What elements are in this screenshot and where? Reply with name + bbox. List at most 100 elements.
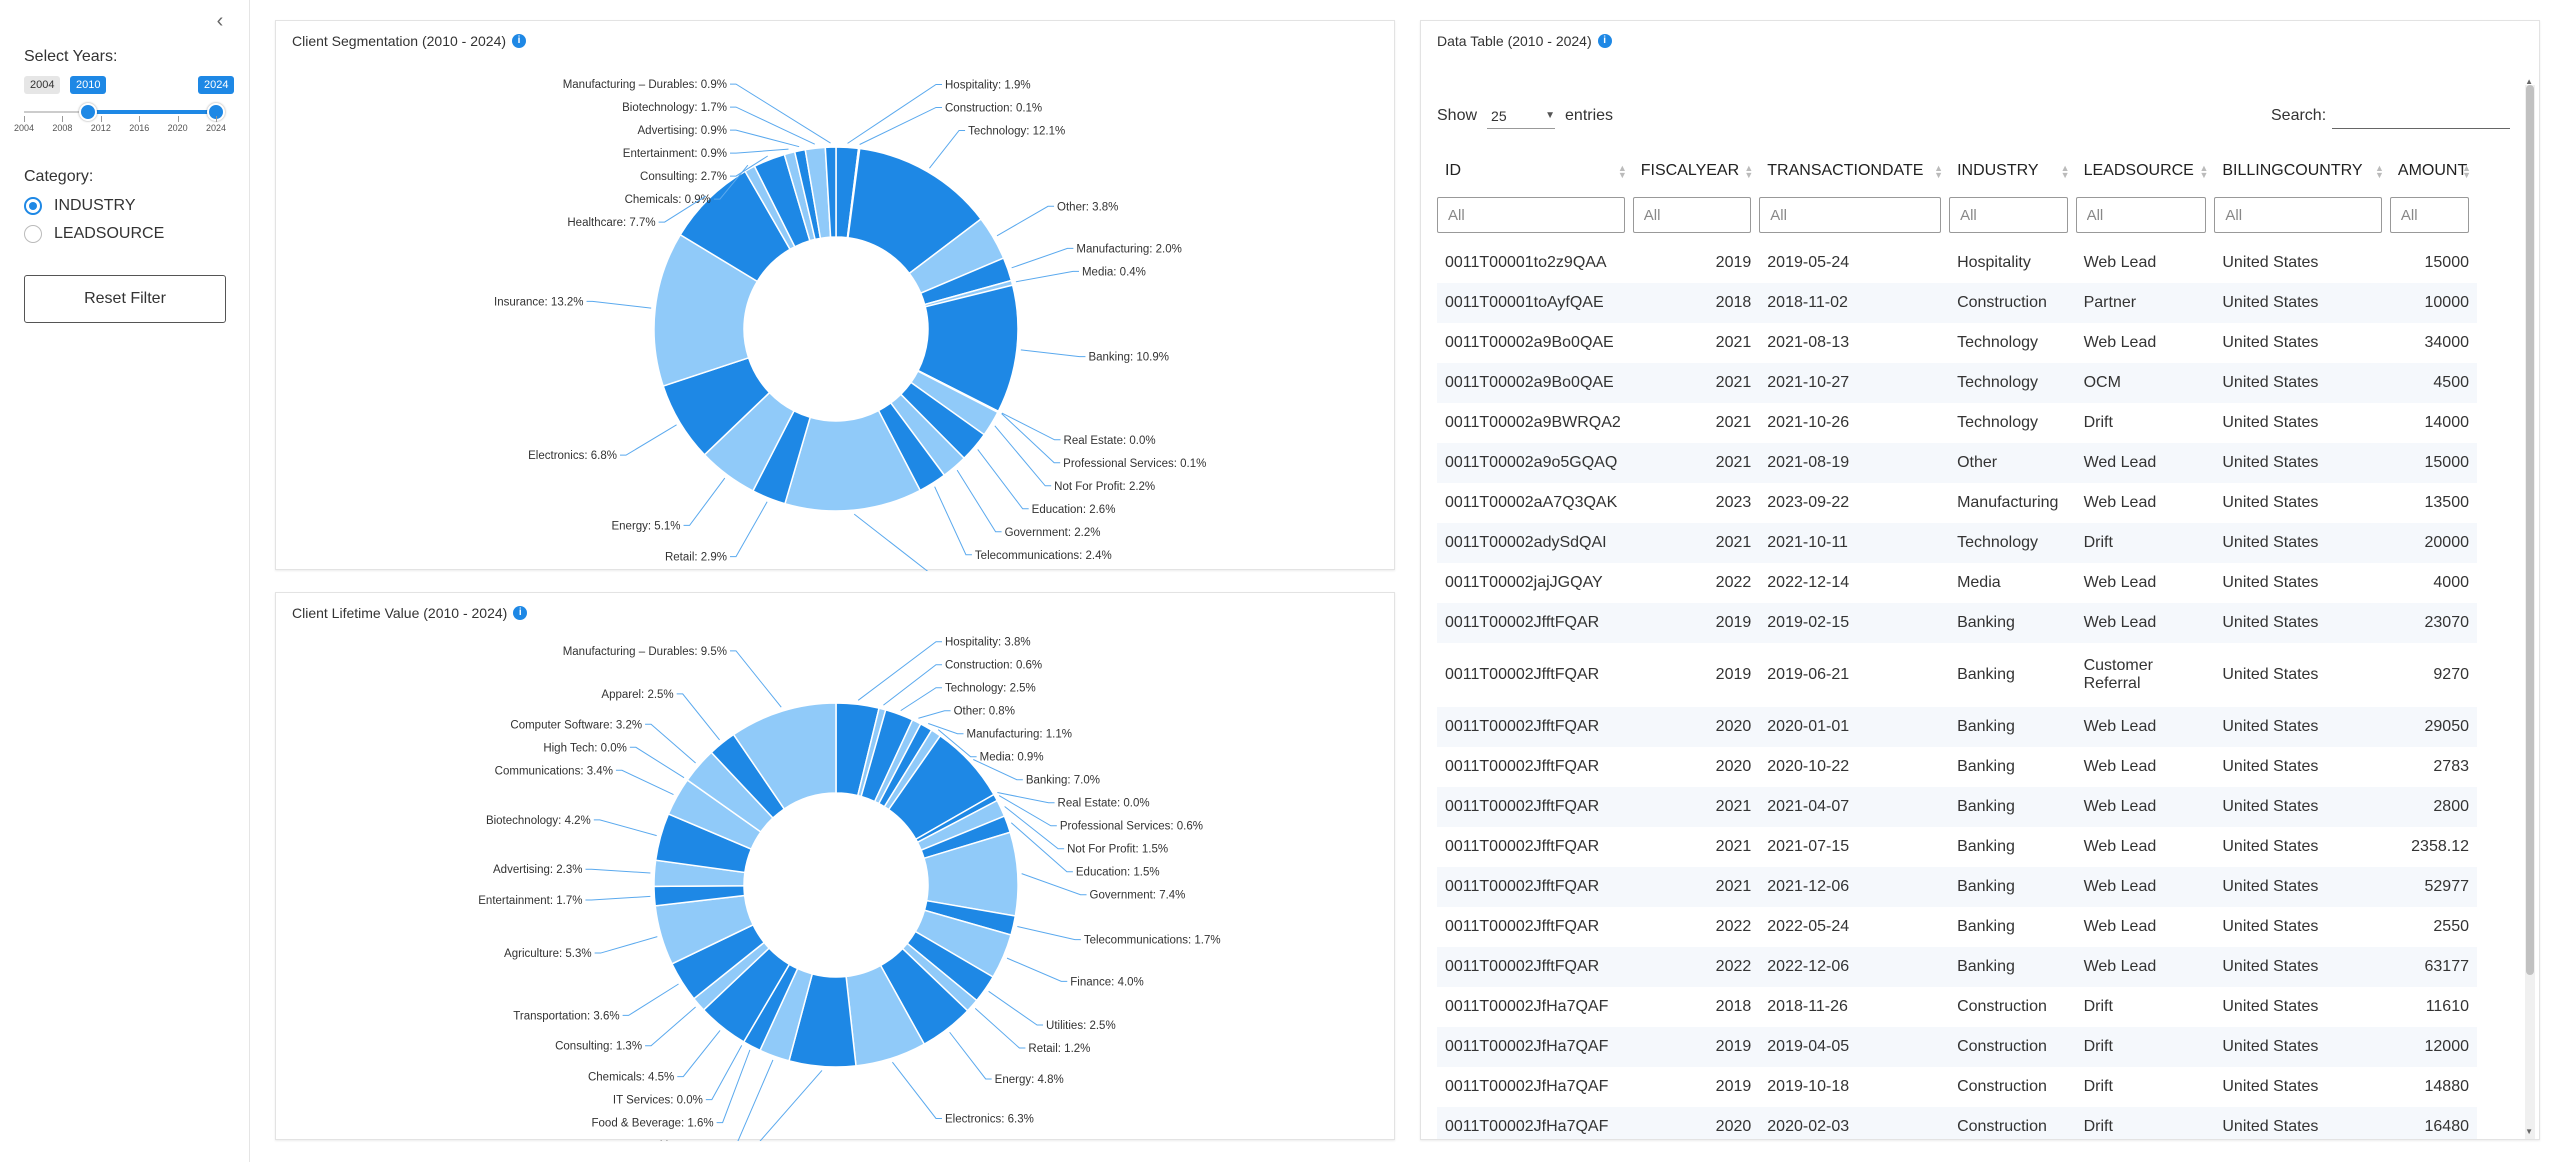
table-row[interactable]: 0011T00002JfftFQAR 2020 2020-10-22 Banking W… [1437, 747, 2477, 787]
slice-label: Finance: 4.0% [1070, 976, 1144, 988]
entries-select-value: 25 [1491, 107, 1507, 124]
slider-tick-label: 2024 [206, 123, 227, 133]
slice-label: Media: 0.4% [1082, 266, 1146, 278]
table-row[interactable]: 0011T00002JfftFQAR 2021 2021-04-07 Banking W… [1437, 787, 2477, 827]
donut-slice-manufacturing-durables[interactable] [824, 146, 837, 238]
table-scrollbar[interactable] [2525, 85, 2535, 1139]
table-cell-transactiondate: 2019-04-05 [1759, 1027, 1950, 1067]
data-table-title: Data Table (2010 - 2024) i [1437, 33, 1612, 49]
table-cell-fiscalyear: 2021 [1632, 443, 1760, 483]
column-header-label: FISCALYEAR [1640, 162, 1740, 179]
label-leader-line [857, 641, 942, 701]
reset-filter-button[interactable]: Reset Filter [24, 275, 226, 323]
column-filter-leadsource[interactable] [2075, 197, 2207, 233]
table-row[interactable]: 0011T00002JfHa7QAF 2019 2019-10-18 Construc… [1437, 1067, 2477, 1107]
table-cell-leadsource: Web Lead [2083, 574, 2157, 591]
column-filter-transactiondate[interactable] [1759, 197, 1942, 233]
slice-label: Real Estate: 0.0% [1058, 798, 1150, 810]
sort-icon[interactable]: ▲ ▼ [2374, 163, 2384, 180]
table-cell-transactiondate: 2022-12-06 [1759, 947, 1950, 987]
column-filter-fiscalyear[interactable] [1632, 197, 1752, 233]
column-header-transactiondate[interactable]: TRANSACTIONDATE ▲ ▼ [1759, 151, 1949, 191]
table-cell-leadsource: Drift [2075, 1107, 2215, 1139]
search-input[interactable] [2332, 103, 2511, 129]
column-filter-amount[interactable] [2389, 197, 2469, 233]
table-row[interactable]: 0011T00002JfHa7QAF 2020 2020-02-03 Construc… [1437, 1107, 2477, 1139]
table-row[interactable]: 0011T00002a9BWRQA2 2021 2021-10-26 Technolo… [1437, 403, 2477, 443]
scroll-down-icon[interactable]: ▼ [2525, 1127, 2533, 1136]
table-cell-billingcountry: United States [2214, 1107, 2390, 1139]
slice-label: Computer Software: 3.2% [510, 719, 642, 731]
table-cell-leadsource: Web Lead [2075, 867, 2215, 907]
donut-slice-manufacturing-durables[interactable] [732, 702, 837, 810]
column-header-amount[interactable]: AMOUNT ▲ ▼ [2390, 151, 2477, 191]
table-row[interactable]: 0011T00001toAyfQAE 2018 2018-11-02 Construc… [1437, 283, 2477, 323]
radio-checked-icon[interactable] [24, 197, 42, 215]
collapse-sidebar-icon[interactable]: ‹ [216, 10, 224, 32]
table-row[interactable]: 0011T00002a9Bo0QAE 2021 2021-10-27 Technolo… [1437, 363, 2477, 403]
column-header-leadsource[interactable]: LEADSOURCE ▲ ▼ [2076, 151, 2215, 191]
entries-select[interactable]: 25 ▼ [1487, 103, 1556, 129]
table-cell-transactiondate: 2021-08-19 [1759, 443, 1950, 483]
sort-icon[interactable]: ▲ ▼ [1934, 163, 1944, 180]
slice-label: Energy: 4.8% [995, 1074, 1064, 1086]
year-range-slider[interactable]: 2004 2010 2024 2004 2008 2012 2016 2020 2024 [14, 76, 235, 136]
column-header-industry[interactable]: INDUSTRY ▲ ▼ [1949, 151, 2076, 191]
table-cell-amount: 14000 [2424, 414, 2470, 431]
table-row[interactable]: 0011T00001to2z9QAA 2019 2019-05-24 Hospital… [1437, 243, 2477, 283]
column-filter-industry[interactable] [1949, 197, 2068, 233]
table-row[interactable]: 0011T00002JfftFQAR 2020 2020-01-01 Banking W… [1437, 707, 2477, 747]
table-row[interactable]: 0011T00002JfftFQAR 2019 2019-02-15 Banking W… [1437, 603, 2477, 643]
table-cell-leadsource: Customer Referral [2083, 657, 2153, 692]
label-leader-line [705, 1045, 743, 1101]
column-header-fiscalyear[interactable]: FISCALYEAR ▲ ▼ [1633, 151, 1760, 191]
label-leader-line [1021, 873, 1087, 896]
slice-label: Healthcare: 7.7% [567, 217, 655, 229]
radio-unchecked-icon[interactable] [24, 225, 42, 243]
slice-label: Technology: 12.1% [968, 125, 1065, 137]
slider-tick [177, 116, 179, 122]
radio-leadsource[interactable]: LEADSOURCE [24, 225, 164, 243]
info-icon[interactable]: i [512, 34, 527, 48]
sort-icon[interactable]: ▲ ▼ [2060, 163, 2070, 180]
label-leader-line [859, 106, 942, 145]
column-header-id[interactable]: ID ▲ ▼ [1437, 151, 1633, 191]
table-cell-id: 0011T00002JfftFQAR [1437, 603, 1633, 643]
radio-industry[interactable]: INDUSTRY [24, 197, 136, 215]
table-cell-leadsource: Drift [2075, 523, 2215, 563]
table-row[interactable]: 0011T00002JfftFQAR 2021 2021-12-06 Banking W… [1437, 867, 2477, 907]
slider-from-handle[interactable] [79, 103, 97, 121]
table-row[interactable]: 0011T00002JfftFQAR 2019 2019-06-21 Banking C… [1437, 643, 2477, 707]
label-leader-line [622, 983, 679, 1016]
table-row[interactable]: 0011T00002adySdQAI 2021 2021-10-11 Technolo… [1437, 523, 2477, 563]
info-icon[interactable]: i [513, 606, 528, 620]
slice-label: Real Estate: 0.0% [1064, 435, 1156, 447]
slice-label: Other: 3.8% [1057, 201, 1118, 213]
scroll-up-icon[interactable]: ▲ [2525, 77, 2533, 86]
table-cell-industry: Construction [1957, 998, 2047, 1015]
table-row[interactable]: 0011T00002JfHa7QAF 2018 2018-11-26 Construc… [1437, 987, 2477, 1027]
scrollbar-thumb[interactable] [2526, 85, 2534, 975]
table-row[interactable]: 0011T00002a9Bo0QAE 2021 2021-08-13 Technolo… [1437, 323, 2477, 363]
table-row[interactable]: 0011T00002JfftFQAR 2022 2022-05-24 Banking W… [1437, 907, 2477, 947]
table-filter-row [1437, 191, 2477, 243]
label-leader-line [593, 819, 657, 837]
info-icon[interactable]: i [1597, 34, 1612, 48]
table-row[interactable]: 0011T00002a9o5GQAQ 2021 2021-08-19 Other Wed… [1437, 443, 2477, 483]
table-row[interactable]: 0011T00002JfftFQAR 2022 2022-12-06 Banking W… [1437, 947, 2477, 987]
column-header-billingcountry[interactable]: BILLINGCOUNTRY ▲ ▼ [2214, 151, 2390, 191]
table-cell-fiscalyear: 2018 [1715, 998, 1752, 1015]
sort-icon[interactable]: ▲ ▼ [1617, 163, 1627, 180]
sort-icon[interactable]: ▲ ▼ [1744, 163, 1754, 180]
sort-icon[interactable]: ▲ ▼ [2199, 163, 2209, 180]
table-row[interactable]: 0011T00002jajJGQAY 2022 2022-12-14 Media Web… [1437, 563, 2477, 603]
table-cell-industry: Banking [1949, 603, 2076, 643]
table-row[interactable]: 0011T00002JfHa7QAF 2019 2019-04-05 Construc… [1437, 1027, 2477, 1067]
table-row[interactable]: 0011T00002aA7Q3QAK 2023 2023-09-22 Manufact… [1437, 483, 2477, 523]
sort-icon[interactable]: ▲ ▼ [2462, 163, 2471, 180]
table-row[interactable]: 0011T00002JfftFQAR 2021 2021-07-15 Banking W… [1437, 827, 2477, 867]
table-cell-leadsource: Drift [2083, 998, 2113, 1015]
column-filter-id[interactable] [1437, 197, 1625, 233]
table-cell-billingcountry: United States [2214, 603, 2390, 643]
column-filter-billingcountry[interactable] [2214, 197, 2382, 233]
